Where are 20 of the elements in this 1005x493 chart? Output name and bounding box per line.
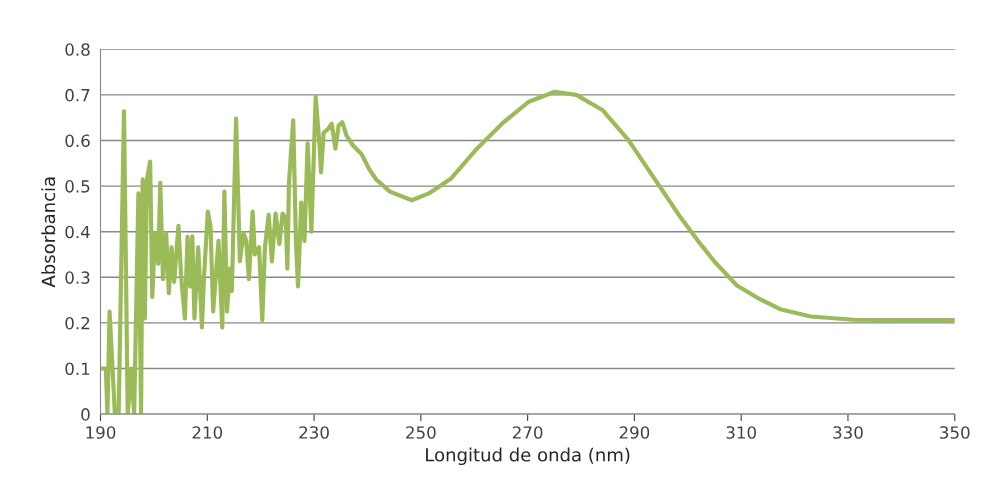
- x-tick-label: 290: [619, 426, 650, 439]
- x-tick-label: 230: [299, 426, 329, 439]
- x-tick-label: 270: [512, 426, 543, 439]
- x-axis-title: Longitud de onda (nm): [426, 447, 630, 466]
- x-tick-label: 350: [940, 426, 970, 439]
- x-tick-label: 330: [833, 426, 863, 439]
- y-tick-label: 0.8: [65, 43, 90, 56]
- y-axis-title: Absorbancia: [41, 177, 56, 288]
- y-tick-label: 0: [81, 408, 90, 421]
- y-tick-label: 0.1: [65, 362, 90, 376]
- x-tick-label: 190: [86, 426, 116, 439]
- y-tick-label: 0.5: [65, 180, 90, 193]
- x-tick-label: 250: [406, 426, 436, 439]
- y-tick-label: 0.6: [65, 134, 90, 148]
- y-tick-label: 0.3: [65, 271, 90, 284]
- y-tick-label: 0.2: [65, 316, 90, 330]
- x-tick-label: 210: [192, 426, 223, 439]
- y-tick-label: 0.4: [65, 225, 90, 239]
- y-tick-label: 0.7: [65, 88, 90, 102]
- x-tick-label: 310: [726, 426, 756, 439]
